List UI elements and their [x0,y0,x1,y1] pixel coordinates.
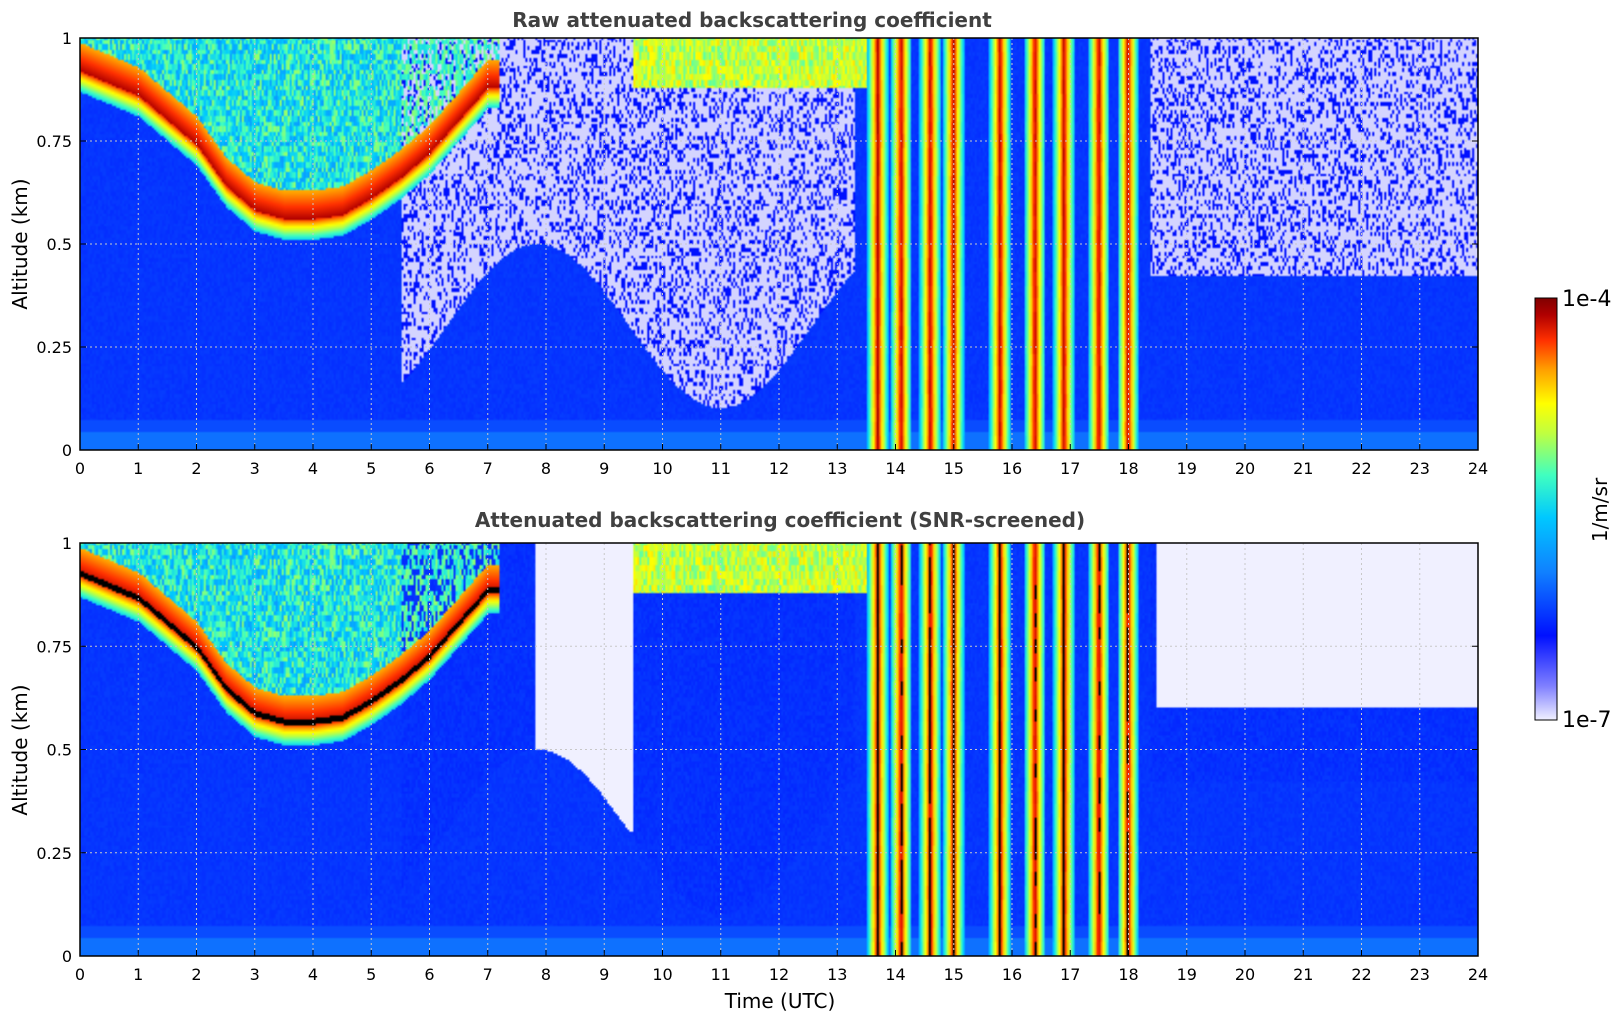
x-tick-label: 4 [308,459,318,478]
x-tick-label: 11 [711,459,731,478]
panel-1-ticks: 0 1 2 3 4 5 6 7 8 9 10 11 12 13 14 15 16 17 18 19 20 21 22 23 24… [36,29,1488,478]
y-tick-label: 0.25 [36,338,72,357]
x-tick-label: 22 [1351,965,1371,984]
x-tick-label: 24 [1468,965,1488,984]
colorbar-label: 1/m/sr [1588,477,1612,542]
x-tick-label: 16 [1002,965,1022,984]
y-tick-label: 0.75 [36,132,72,151]
panel-1-ylabel: Altitude (km) [8,178,32,309]
x-tick-label: 5 [366,965,376,984]
x-tick-label: 13 [827,459,847,478]
panel-1-title: Raw attenuated backscattering coefficien… [512,8,992,32]
x-tick-label: 19 [1177,965,1197,984]
x-tick-label: 14 [885,459,905,478]
panel-2-grid [80,543,1478,956]
x-tick-label: 7 [483,459,493,478]
colorbar-gradient [1534,297,1558,721]
y-tick-label: 0 [62,441,72,460]
x-tick-label: 6 [424,459,434,478]
x-tick-label: 14 [885,965,905,984]
x-tick-label: 11 [711,965,731,984]
x-tick-label: 9 [599,965,609,984]
x-tick-label: 1 [133,965,143,984]
panel-2-ylabel: Altitude (km) [8,684,32,815]
panel-2-ticks: 0 1 2 3 4 5 6 7 8 9 10 11 12 13 14 15 16 17 18 19 20 21 22 23 24… [36,534,1488,984]
x-tick-label: 8 [541,459,551,478]
x-tick-label: 23 [1410,459,1430,478]
colorbar-max-label: 1e-4 [1562,287,1611,312]
x-tick-label: 0 [75,965,85,984]
panel-1-grid [80,38,1478,450]
x-tick-label: 15 [944,459,964,478]
x-tick-label: 13 [827,965,847,984]
x-tick-label: 20 [1235,965,1255,984]
x-tick-label: 10 [652,965,672,984]
x-tick-label: 4 [308,965,318,984]
x-tick-label: 19 [1177,459,1197,478]
panel-1-plot-area: 0 1 2 3 4 5 6 7 8 9 10 11 12 13 14 15 16 17 18 19 20 21 22 23 24… [36,29,1488,478]
y-tick-label: 1 [62,534,72,553]
x-tick-label: 21 [1293,459,1313,478]
colorbar-min-label: 1e-7 [1562,708,1611,733]
y-tick-label: 1 [62,29,72,48]
x-tick-label: 7 [483,965,493,984]
y-tick-label: 0.25 [36,844,72,863]
x-tick-label: 1 [133,459,143,478]
x-tick-label: 16 [1002,459,1022,478]
x-tick-label: 2 [191,459,201,478]
x-tick-label: 18 [1118,965,1138,984]
x-tick-label: 17 [1060,965,1080,984]
x-tick-label: 0 [75,459,85,478]
panel-2-title: Attenuated backscattering coefficient (S… [475,508,1085,532]
x-tick-label: 10 [652,459,672,478]
y-tick-label: 0.5 [47,741,72,760]
x-tick-label: 5 [366,459,376,478]
x-tick-label: 12 [769,965,789,984]
colorbar: 1e-4 1e-7 1/m/sr [1534,287,1612,733]
x-tick-label: 18 [1118,459,1138,478]
panel-2-plot-area: 0 1 2 3 4 5 6 7 8 9 10 11 12 13 14 15 16 17 18 19 20 21 22 23 24… [36,534,1488,984]
x-tick-label: 17 [1060,459,1080,478]
y-tick-label: 0.75 [36,637,72,656]
x-tick-label: 9 [599,459,609,478]
x-tick-label: 2 [191,965,201,984]
panel-2-xlabel: Time (UTC) [724,989,836,1013]
x-tick-label: 15 [944,965,964,984]
x-tick-label: 3 [250,965,260,984]
x-tick-label: 20 [1235,459,1255,478]
x-tick-label: 23 [1410,965,1430,984]
x-tick-label: 22 [1351,459,1371,478]
x-tick-label: 24 [1468,459,1488,478]
x-tick-label: 12 [769,459,789,478]
x-tick-label: 3 [250,459,260,478]
x-tick-label: 6 [424,965,434,984]
y-tick-label: 0.5 [47,235,72,254]
x-tick-label: 8 [541,965,551,984]
x-tick-label: 21 [1293,965,1313,984]
y-tick-label: 0 [62,947,72,966]
